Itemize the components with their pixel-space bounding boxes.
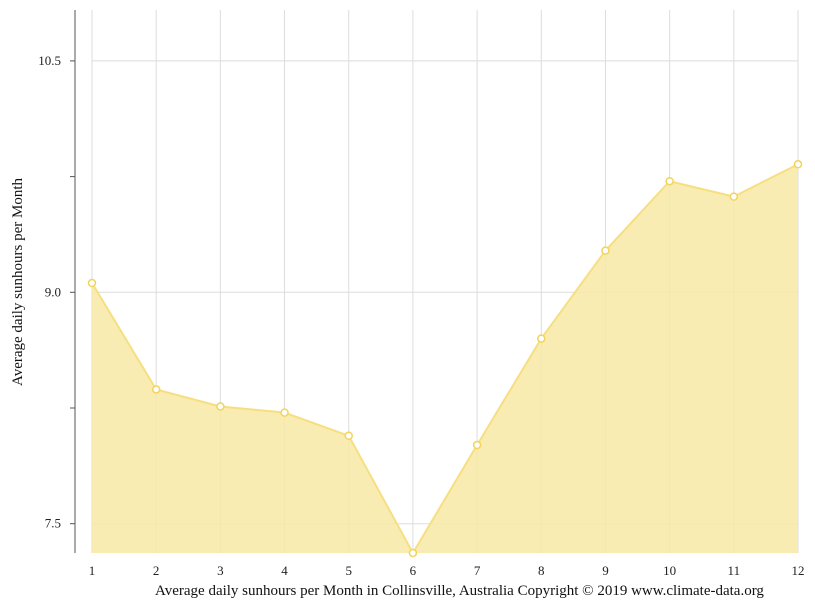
y-tick-label-1: 7.5 [45,516,61,531]
data-point-12 [793,160,803,169]
x-tick-label-9: 9 [602,563,609,578]
data-point-1 [87,278,97,288]
x-tick-label-11: 11 [728,563,741,578]
x-tick-label-3: 3 [217,563,224,578]
data-point-3 [216,402,225,411]
x-tick-label-12: 12 [792,563,805,578]
data-point-11 [729,192,739,201]
series-line [91,163,799,556]
series-area [91,163,799,556]
chart-caption: Average daily sunhours per Month in Coll… [155,583,764,599]
data-point-6 [408,548,418,558]
data-points [87,160,803,558]
data-point-9 [601,246,610,255]
data-point-4 [280,408,289,417]
data-point-7 [472,440,482,450]
x-tick-label-1: 1 [89,563,96,578]
y-tick-label-2: 9.0 [45,284,61,299]
x-tick-label-10: 10 [663,563,676,578]
x-tick-labels: 1 2 3 4 5 6 7 8 9 10 11 12 [89,563,805,578]
data-point-8 [537,334,546,343]
data-point-10 [665,176,674,186]
x-tick-label-6: 6 [410,563,417,578]
data-point-5 [344,431,353,441]
x-tick-label-8: 8 [538,563,545,578]
x-tick-label-7: 7 [474,563,481,578]
data-point-2 [151,385,161,394]
y-tick-labels: 7.5 9.0 10.5 [38,53,61,531]
series-area-fill [92,164,798,554]
y-axis-title: Average daily sunhours per Month [10,178,26,387]
y-tick-label-3: 10.5 [38,53,61,68]
axes [70,10,76,553]
x-tick-label-4: 4 [281,563,288,578]
x-tick-label-5: 5 [345,563,352,578]
x-tick-label-2: 2 [153,563,160,578]
